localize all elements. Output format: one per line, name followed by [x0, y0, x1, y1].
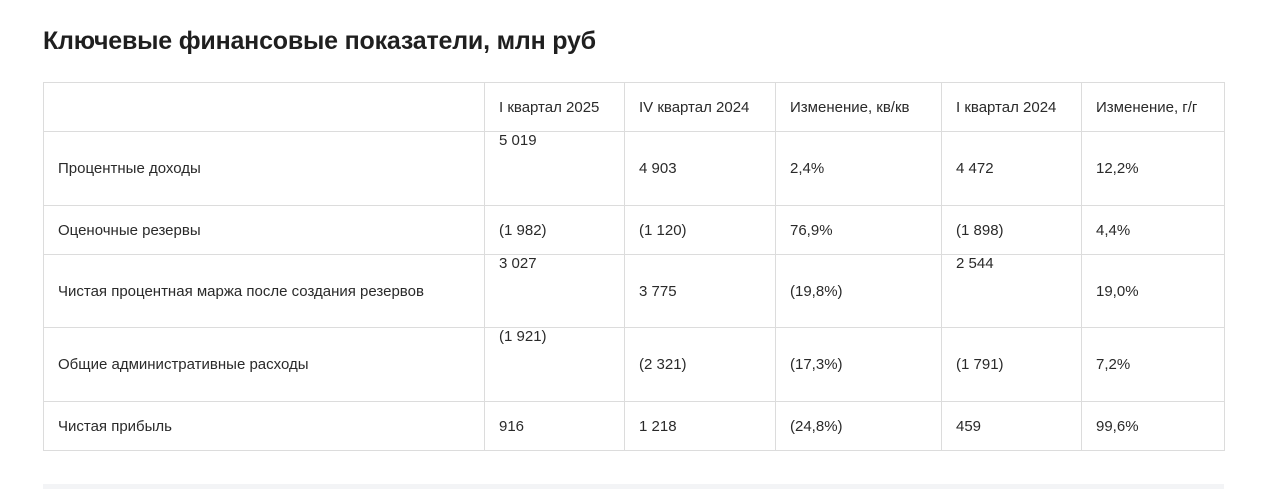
- table-header-row: I квартал 2025 IV квартал 2024 Изменение…: [43, 82, 1225, 132]
- column-header-change-qoq: Изменение, кв/кв: [775, 82, 942, 132]
- column-header-q1-2025: I квартал 2025: [484, 82, 625, 132]
- cell-change-qoq: 76,9%: [775, 205, 942, 255]
- cell-q4-2024: (1 120): [624, 205, 776, 255]
- cell-change-qoq: (17,3%): [775, 327, 942, 402]
- cell-q4-2024: 1 218: [624, 401, 776, 451]
- cell-q1-2025: 916: [484, 401, 625, 451]
- cell-change-yoy: 4,4%: [1081, 205, 1225, 255]
- row-label: Процентные доходы: [43, 131, 485, 206]
- cell-q1-2025: (1 921): [484, 327, 625, 402]
- column-header-indicator: [43, 82, 485, 132]
- cell-q1-2024: 459: [941, 401, 1082, 451]
- row-label: Чистая процентная маржа после создания р…: [43, 254, 485, 328]
- column-header-q4-2024: IV квартал 2024: [624, 82, 776, 132]
- cell-change-yoy: 99,6%: [1081, 401, 1225, 451]
- cell-change-qoq: (19,8%): [775, 254, 942, 328]
- row-label: Чистая прибыль: [43, 401, 485, 451]
- table-row: Процентные доходы 5 019 4 903 2,4% 4 472…: [43, 131, 1225, 206]
- column-header-change-yoy: Изменение, г/г: [1081, 82, 1225, 132]
- table-row: Оценочные резервы (1 982) (1 120) 76,9% …: [43, 205, 1225, 255]
- cell-q4-2024: 4 903: [624, 131, 776, 206]
- table-row: Чистая прибыль 916 1 218 (24,8%) 459 99,…: [43, 401, 1225, 451]
- table-row: Общие административные расходы (1 921) (…: [43, 327, 1225, 402]
- table-row: Чистая процентная маржа после создания р…: [43, 254, 1225, 328]
- cell-q1-2024: 2 544: [941, 254, 1082, 328]
- column-header-q1-2024: I квартал 2024: [941, 82, 1082, 132]
- cell-q1-2025: (1 982): [484, 205, 625, 255]
- financial-indicators-table: I квартал 2025 IV квартал 2024 Изменение…: [43, 82, 1225, 451]
- cell-change-qoq: (24,8%): [775, 401, 942, 451]
- cell-q1-2025: 5 019: [484, 131, 625, 206]
- page-title: Ключевые финансовые показатели, млн руб: [43, 27, 596, 55]
- cell-change-yoy: 19,0%: [1081, 254, 1225, 328]
- cell-q1-2024: (1 898): [941, 205, 1082, 255]
- cell-q4-2024: (2 321): [624, 327, 776, 402]
- row-label: Общие административные расходы: [43, 327, 485, 402]
- cell-q1-2024: (1 791): [941, 327, 1082, 402]
- row-label: Оценочные резервы: [43, 205, 485, 255]
- cell-q4-2024: 3 775: [624, 254, 776, 328]
- cell-q1-2024: 4 472: [941, 131, 1082, 206]
- cell-change-yoy: 12,2%: [1081, 131, 1225, 206]
- cell-change-yoy: 7,2%: [1081, 327, 1225, 402]
- next-section-edge: [43, 484, 1224, 489]
- cell-q1-2025: 3 027: [484, 254, 625, 328]
- cell-change-qoq: 2,4%: [775, 131, 942, 206]
